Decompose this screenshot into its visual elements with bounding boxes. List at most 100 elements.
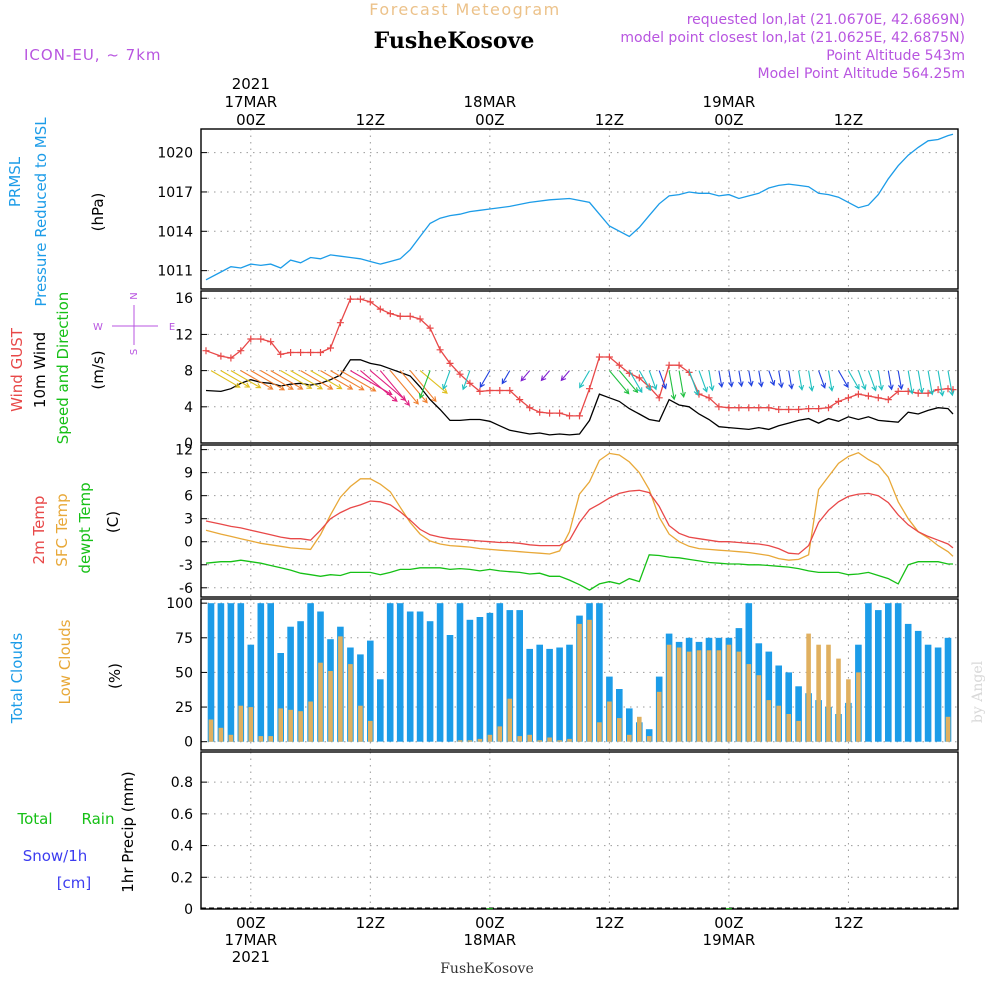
wind-direction-arrow	[260, 370, 294, 390]
wind-direction-arrow	[419, 370, 448, 394]
low-cloud-bar	[278, 708, 283, 742]
total-cloud-bar	[785, 672, 792, 742]
precip-ytick-label: 0.8	[171, 775, 193, 791]
wind-gust-marker	[416, 315, 424, 323]
wind-gust-marker	[546, 409, 554, 417]
low-cloud-bar	[836, 658, 841, 742]
wind-gust-marker	[202, 347, 210, 355]
low-cloud-bar	[258, 736, 264, 742]
low-cloud-bar	[238, 705, 244, 742]
wind-gust-marker	[835, 397, 842, 405]
wind-ytick-label: 4	[184, 400, 193, 416]
cloud-panel: 0 25 50 75 100	[166, 596, 959, 751]
wind-gust-marker	[456, 370, 464, 378]
wind-direction-arrow	[579, 370, 590, 389]
wind-ytick-label: 8	[184, 364, 193, 380]
low-cloud-bar	[786, 714, 791, 742]
bottom-time-label: 19MAR	[703, 931, 756, 949]
wind-gust-marker	[336, 319, 344, 327]
precip-ytick-label: 0.2	[171, 870, 193, 886]
wind-gust-marker	[536, 408, 544, 416]
wind-gust-marker	[874, 394, 882, 402]
wind-direction-arrow	[808, 370, 815, 392]
wind-direction-arrow	[618, 370, 639, 394]
wind-direction-arrow	[320, 370, 354, 390]
wind-gust-marker	[317, 349, 324, 356]
wind-gust-marker	[466, 379, 474, 387]
low-cloud-bar	[557, 740, 562, 742]
requested-coords: requested lon,lat (21.0670E, 42.6869N)	[687, 12, 965, 28]
low-cloud-bar	[776, 705, 781, 742]
wind-gust-marker	[884, 396, 892, 404]
wind-gust-marker	[486, 387, 494, 394]
wind-gust-marker	[944, 385, 952, 393]
precip-ytick-label: 0.6	[171, 807, 193, 823]
temp-ytick-label: -3	[179, 558, 193, 574]
wind-gust-marker	[795, 406, 803, 413]
temp-ytick-label: -6	[179, 581, 193, 597]
wind-gust-marker	[376, 305, 384, 313]
total-cloud-bar	[556, 647, 563, 742]
wind-direction-arrow	[758, 370, 764, 388]
wind-direction-arrow	[867, 370, 877, 392]
wind-gust-marker	[894, 387, 902, 395]
precip-panel: 0 0.2 0.4 0.6 0.8	[171, 751, 959, 918]
clouds-ytick-label: 0	[184, 735, 193, 751]
total-cloud-bar	[645, 729, 653, 742]
total-cloud-bar	[386, 603, 394, 742]
total-cloud-bar	[406, 611, 414, 742]
total-cloud-bar	[416, 611, 424, 742]
bottom-time-label: 00Z	[236, 914, 265, 932]
wind-direction-arrow	[210, 370, 241, 388]
top-time-label: 19MAR	[703, 93, 756, 111]
wind-direction-arrow	[857, 370, 867, 391]
wind-direction-arrow	[798, 370, 805, 391]
low-cloud-bar	[288, 709, 293, 742]
wind-direction-arrow	[560, 370, 570, 382]
total-cloud-bar	[227, 603, 235, 742]
wind-gust-marker	[775, 406, 783, 413]
top-time-label: 00Z	[475, 111, 504, 129]
wind-direction-arrow	[340, 370, 377, 392]
wind-direction-arrow	[608, 370, 630, 395]
total-cloud-bar	[914, 630, 922, 742]
wind-gust-marker	[247, 335, 255, 343]
clouds-ytick-label: 25	[175, 700, 193, 716]
low-cloud-bar	[806, 633, 811, 742]
clouds-ytick-label: 75	[175, 631, 193, 647]
watermark: by Angel	[970, 660, 986, 723]
wind-direction-arrow	[768, 370, 776, 387]
wind-compass: N S W E	[93, 292, 175, 355]
wind-gust-marker	[307, 349, 315, 356]
low-cloud-bar	[826, 644, 831, 742]
wind-gust-marker	[396, 312, 404, 320]
temp-ytick-label: 6	[184, 489, 193, 505]
wind-direction-arrow	[718, 370, 724, 389]
low-cloud-bar	[816, 644, 821, 742]
wind-gust-marker	[665, 361, 673, 369]
total-cloud-bar	[775, 665, 782, 742]
wind-direction-arrow	[220, 370, 251, 388]
low-cloud-bar	[308, 701, 313, 742]
wind-gust-marker	[356, 295, 364, 303]
low-cloud-bar	[617, 718, 622, 742]
wind-direction-arrow	[947, 370, 955, 397]
wind-direction-arrow	[827, 370, 835, 392]
wind-gust-marker	[844, 394, 852, 402]
wind-gust-marker	[556, 409, 564, 417]
total-cloud-bar	[626, 708, 633, 742]
temp-label-3: dewpt Temp	[76, 482, 94, 573]
bottom-time-label: 00Z	[475, 914, 504, 932]
wind-label-3: Speed and Direction	[54, 292, 72, 445]
wind-gust-marker	[765, 404, 773, 412]
wind-gust-marker	[864, 392, 872, 400]
pressure-label-2: Pressure Reduced to MSL	[32, 117, 50, 307]
precip-label-total: Total	[16, 810, 52, 828]
pressure-unit: (hPa)	[89, 193, 107, 232]
total-cloud-bar	[904, 623, 912, 742]
total-cloud-bar	[566, 644, 573, 742]
low-cloud-bar	[846, 679, 851, 742]
temperature-panel: -6 -3 0 3 6 9 12	[175, 443, 959, 598]
total-cloud-bar	[616, 689, 623, 742]
